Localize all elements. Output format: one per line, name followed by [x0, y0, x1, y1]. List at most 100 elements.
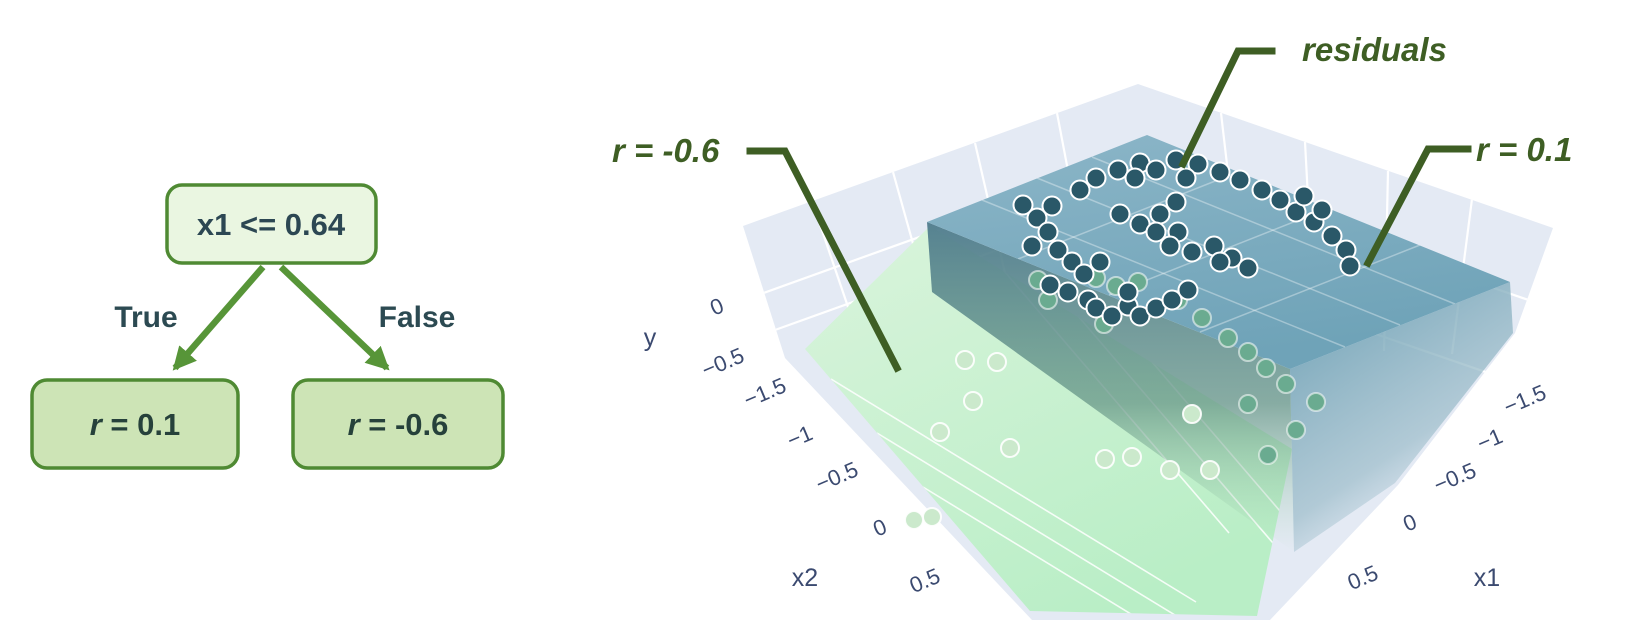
y-tick-1: −0.5 [698, 343, 748, 383]
scatter-point [1258, 445, 1278, 465]
scatter-point [1089, 251, 1111, 273]
scatter-point [1107, 159, 1129, 181]
false-branch-label: False [379, 301, 456, 334]
green-surface [805, 226, 1292, 616]
false-branch-arrow [278, 264, 390, 371]
scatter-point [1311, 199, 1333, 221]
scatter-point [1101, 305, 1123, 327]
decision-tree-diagram: x1 <= 0.64 True False r = 0.1 r = -0.6 [30, 183, 505, 470]
y-tick-0: 0 [706, 293, 727, 321]
scatter-point [1251, 179, 1273, 201]
scatter-point [1041, 195, 1063, 217]
scatter-point [1238, 394, 1258, 414]
y-axis-title: y [644, 324, 657, 352]
x1-tick-2: −0.5 [1430, 458, 1480, 498]
scatter-point [1256, 358, 1276, 378]
annotation-right-callout [1363, 145, 1472, 268]
leaf-right-r-symbol: r [348, 407, 362, 442]
scatter-point [1069, 179, 1091, 201]
scatter-point [1218, 328, 1238, 348]
leaf-node-right-box [291, 378, 505, 470]
scatter-point [955, 350, 975, 370]
scatter-point [1192, 308, 1212, 328]
scatter-3d-plot: 0 −0.5 y −1.5 −1 −0.5 0 0.5 x2 −1.5 −1 −… [612, 31, 1572, 620]
residual-points [1012, 149, 1361, 327]
root-node-box [165, 183, 378, 265]
scatter-point [1229, 169, 1251, 191]
scatter-point [1237, 257, 1259, 279]
annotation-right-label: r = 0.1 [1476, 131, 1572, 168]
x2-tick-3: 0 [869, 514, 890, 542]
annotation-top-label: residuals [1302, 31, 1447, 68]
x1-tick-0: −1.5 [1500, 380, 1550, 420]
annotation-left-label: r = -0.6 [612, 132, 720, 169]
scatter-point [1181, 241, 1203, 263]
leaf-left-value: = 0.1 [102, 407, 180, 442]
x2-tick-0: −1.5 [740, 373, 790, 413]
scatter-point [1160, 460, 1180, 480]
scatter-point [1182, 404, 1202, 424]
leaf-right-value: = -0.6 [360, 407, 449, 442]
scatter-point [987, 352, 1007, 372]
scatter-point [1165, 191, 1187, 213]
scatter-point [1209, 251, 1231, 273]
x1-tick-3: 0 [1399, 509, 1420, 537]
scatter-point [904, 510, 924, 530]
scatter-point [1177, 279, 1199, 301]
scatter-point [1321, 225, 1343, 247]
scatter-point [922, 507, 942, 527]
x2-tick-4: 0.5 [906, 563, 944, 598]
scatter-point [930, 422, 950, 442]
scatter-point [1339, 255, 1361, 277]
scatter-point [1057, 281, 1079, 303]
scatter-point [1145, 221, 1167, 243]
leaf-node-left-box [30, 378, 240, 470]
leaf-node-left-label: r = 0.1 [90, 407, 181, 442]
annotation-callout-lines [746, 47, 1472, 373]
x1-axis-title: x1 [1474, 564, 1500, 592]
scatter-point [1145, 159, 1167, 181]
annotation-left-callout [746, 147, 902, 373]
scatter-point [1117, 281, 1139, 303]
scatter-point [1187, 153, 1209, 175]
scatter-point [1209, 161, 1231, 183]
scatter-point [1286, 420, 1306, 440]
scatter-point [1021, 235, 1043, 257]
leaf-node-right-label: r = -0.6 [348, 407, 449, 442]
true-branch-label: True [114, 301, 177, 334]
scatter-point [1269, 189, 1291, 211]
true-branch-arrow [172, 264, 266, 371]
scatter-point [1047, 239, 1069, 261]
scatter-point [1037, 221, 1059, 243]
scatter-point [1039, 274, 1061, 296]
under-surface-points-pale [904, 350, 1220, 530]
leaf-left-r-symbol: r [90, 407, 104, 442]
y-axis-ticks: 0 −0.5 [698, 293, 748, 383]
scatter-point [1293, 185, 1315, 207]
x1-tick-4: 0.5 [1344, 560, 1382, 595]
root-node-label: x1 <= 0.64 [197, 207, 346, 242]
scatter-point [1238, 342, 1258, 362]
x2-tick-1: −1 [783, 420, 816, 453]
scatter-point [1149, 203, 1171, 225]
scatter-point [1073, 263, 1095, 285]
x2-axis-title: x2 [792, 564, 818, 592]
scatter-point [1085, 167, 1107, 189]
scatter-point [1159, 235, 1181, 257]
scatter-point [1276, 374, 1296, 394]
scatter-point [1124, 167, 1146, 189]
x1-tick-1: −1 [1473, 423, 1506, 456]
scatter-point [1095, 449, 1115, 469]
x2-tick-2: −0.5 [812, 457, 862, 497]
scatter-point [1122, 447, 1142, 467]
scatter-point [1026, 207, 1048, 229]
annotation-top-callout [1178, 47, 1276, 169]
scatter-point [1000, 438, 1020, 458]
scatter-point [1200, 460, 1220, 480]
scatter-point [1012, 194, 1034, 216]
blue-surface-side-face [1290, 282, 1513, 552]
scatter-point [1161, 289, 1183, 311]
scatter-point [963, 391, 983, 411]
scatter-point [1175, 167, 1197, 189]
